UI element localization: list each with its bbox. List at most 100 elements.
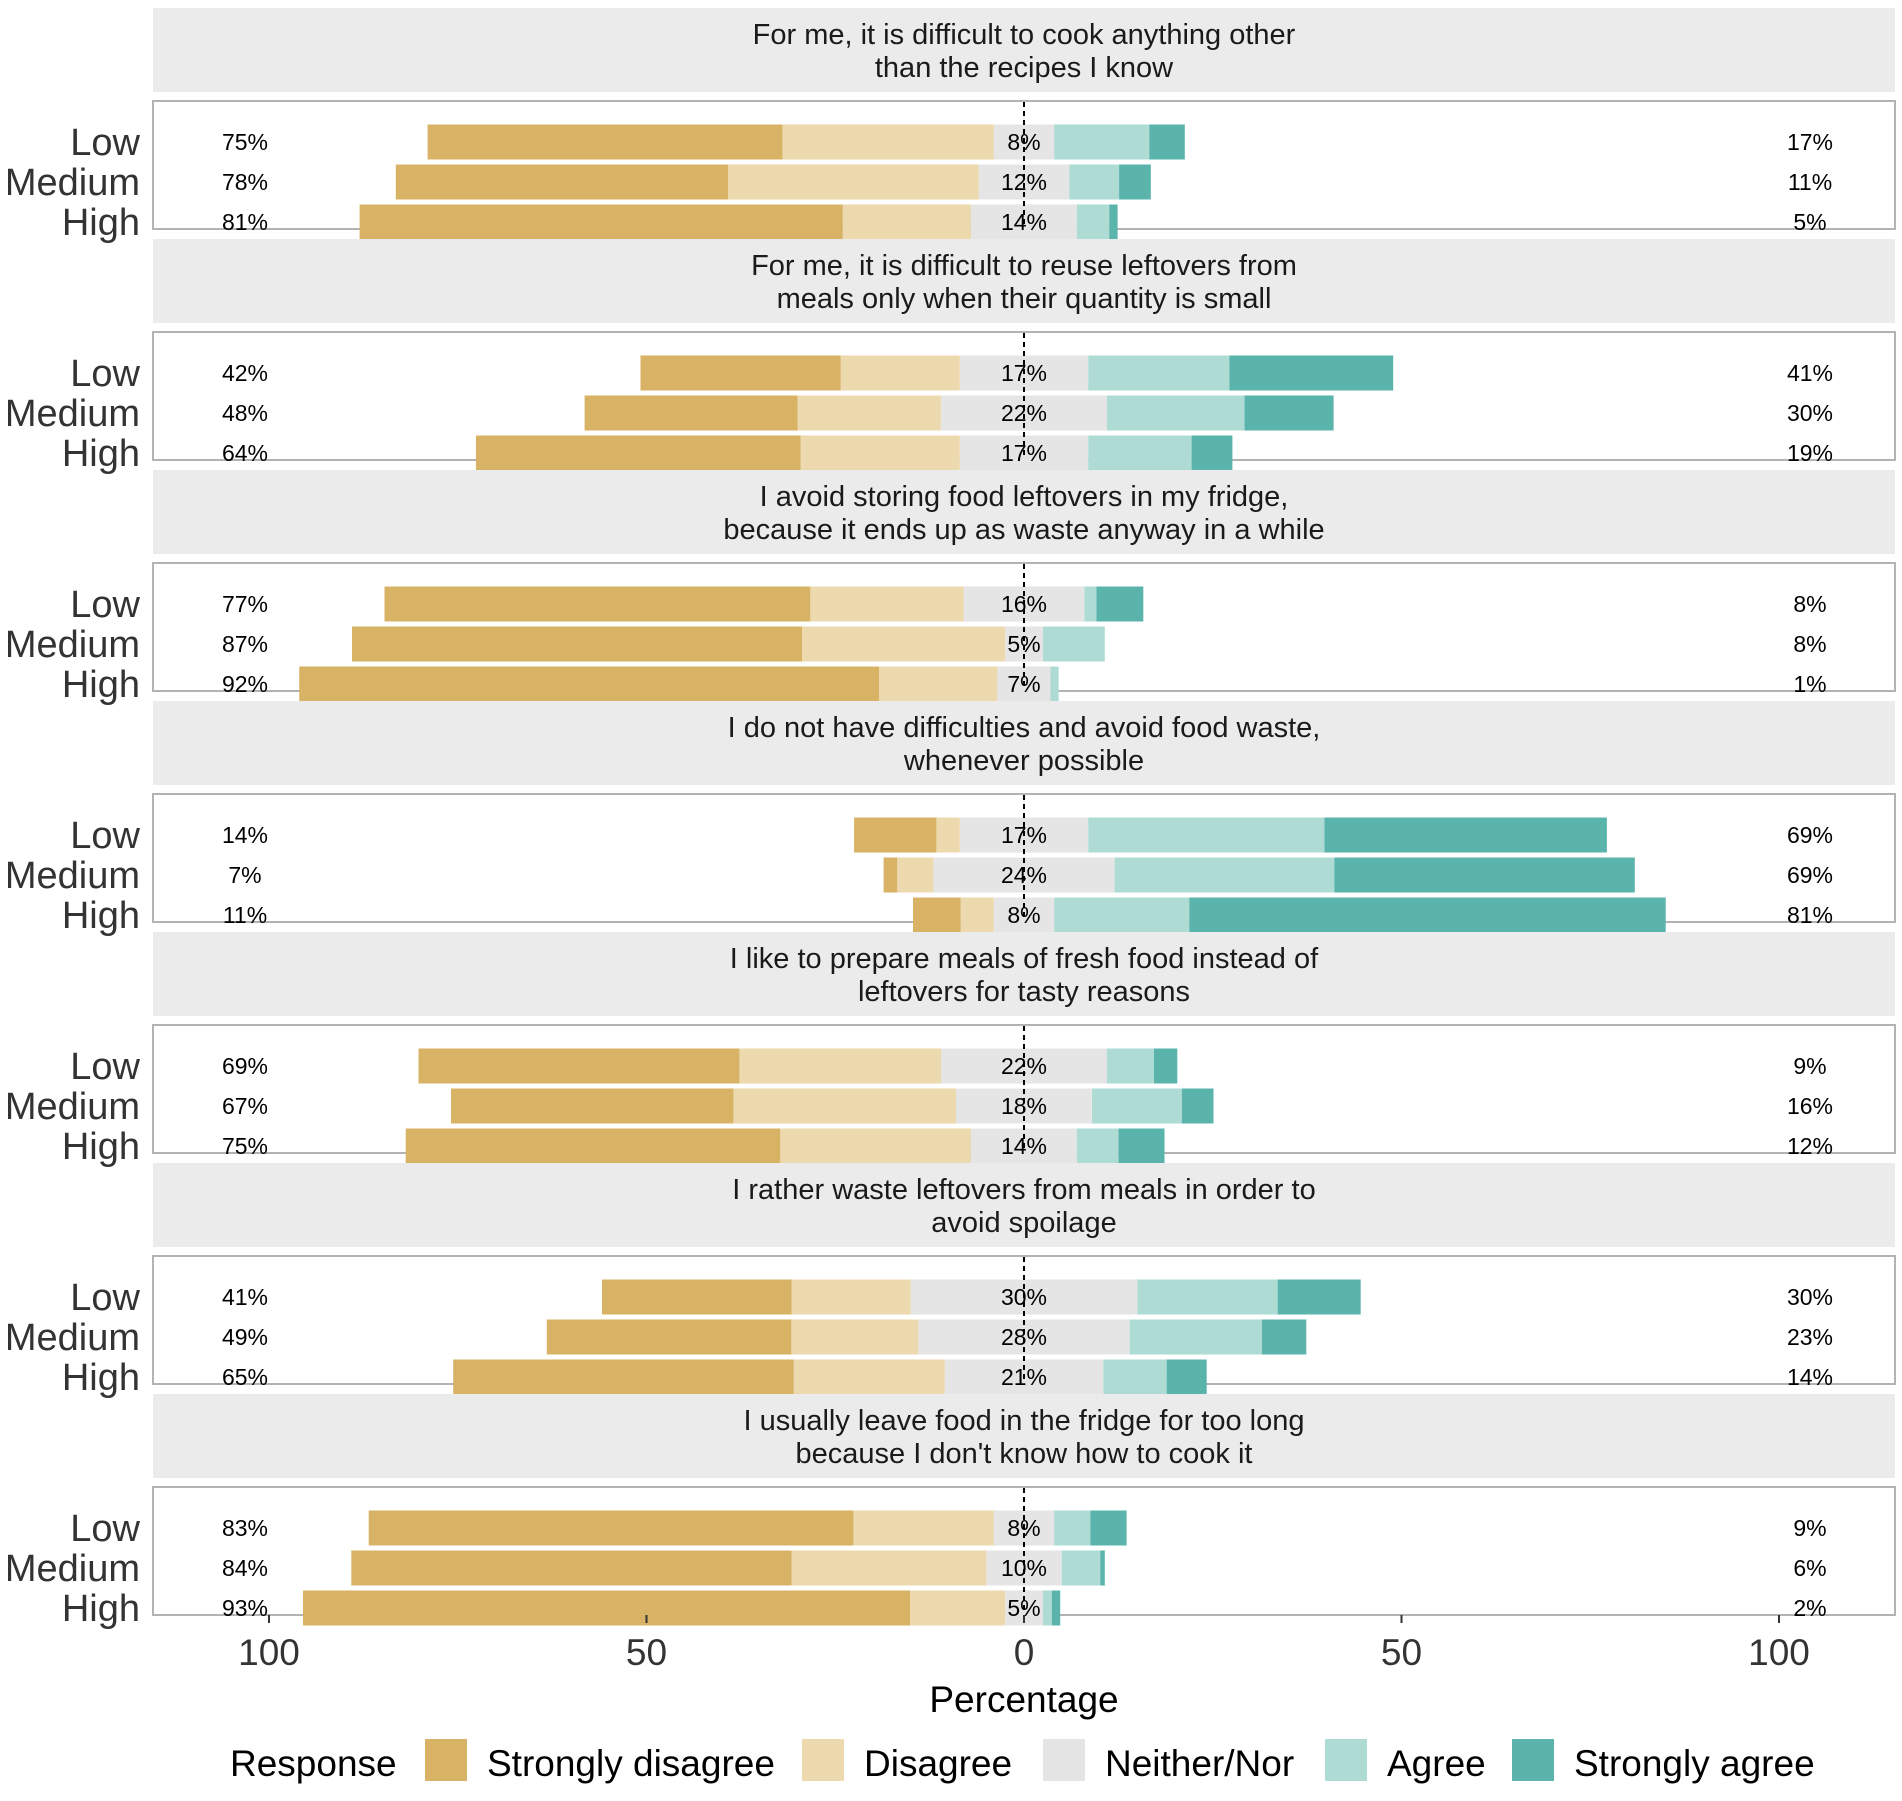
group-label: High [62, 895, 140, 937]
panel-strip [153, 239, 1895, 323]
right-percent-label: 16% [1787, 1093, 1833, 1119]
left-percent-label: 92% [222, 671, 268, 697]
right-percent-label: 41% [1787, 360, 1833, 386]
x-tick-label: 50 [1381, 1632, 1422, 1673]
bar-agree [1042, 1590, 1052, 1626]
bar-disagree [842, 204, 972, 240]
bar-strongly-agree [1149, 124, 1185, 160]
bar-disagree [810, 586, 964, 622]
neutral-percent-label: 28% [1001, 1324, 1047, 1350]
bar-disagree [782, 124, 994, 160]
panel-title-line: meals only when their quantity is small [777, 283, 1272, 315]
bar-agree [1061, 1550, 1101, 1586]
right-percent-label: 30% [1787, 1284, 1833, 1310]
bar-strongly-agree [1109, 204, 1118, 240]
bar-strongly-disagree [475, 435, 801, 471]
group-label: High [62, 1357, 140, 1399]
group-label: High [62, 664, 140, 706]
bar-disagree [728, 164, 979, 200]
neutral-percent-label: 12% [1001, 169, 1047, 195]
right-percent-label: 2% [1793, 1595, 1826, 1621]
left-percent-label: 87% [222, 631, 268, 657]
group-label: Low [70, 1046, 140, 1088]
group-label: Low [70, 122, 140, 164]
bar-agree [1076, 1128, 1119, 1164]
panels-layer: For me, it is difficult to cook anything… [5, 8, 1896, 1630]
bar-agree [1076, 204, 1110, 240]
group-label: High [62, 433, 140, 475]
left-percent-label: 49% [222, 1324, 268, 1350]
left-percent-label: 81% [222, 209, 268, 235]
left-percent-label: 93% [222, 1595, 268, 1621]
panel-strip [153, 932, 1895, 1016]
group-label: High [62, 202, 140, 244]
bar-strongly-disagree [299, 666, 879, 702]
bar-disagree [879, 666, 998, 702]
panel-7: I usually leave food in the fridge for t… [5, 1394, 1896, 1630]
panel-strip [153, 701, 1895, 785]
bar-disagree [797, 395, 941, 431]
panel-title-line: I avoid storing food leftovers in my fri… [760, 481, 1289, 513]
bar-strongly-agree [1191, 435, 1233, 471]
panel-title-line: because it ends up as waste anyway in a … [723, 514, 1324, 546]
right-percent-label: 14% [1787, 1364, 1833, 1390]
panel-title-line: leftovers for tasty reasons [858, 976, 1190, 1008]
group-label: Low [70, 815, 140, 857]
bar-strongly-disagree [451, 1088, 734, 1124]
bar-strongly-agree [1189, 897, 1666, 933]
bar-disagree [733, 1088, 956, 1124]
right-percent-label: 6% [1793, 1555, 1826, 1581]
bar-strongly-agree [1334, 857, 1635, 893]
bar-strongly-agree [1118, 1128, 1165, 1164]
panel-title-line: For me, it is difficult to cook anything… [753, 19, 1296, 51]
right-percent-label: 30% [1787, 400, 1833, 426]
bar-strongly-disagree [602, 1279, 792, 1315]
right-percent-label: 8% [1793, 591, 1826, 617]
left-percent-label: 64% [222, 440, 268, 466]
panel-strip [153, 1163, 1895, 1247]
right-percent-label: 9% [1793, 1053, 1826, 1079]
neutral-percent-label: 18% [1001, 1093, 1047, 1119]
bar-strongly-disagree [384, 586, 811, 622]
right-percent-label: 11% [1788, 169, 1832, 195]
bar-strongly-disagree [584, 395, 798, 431]
panel-title-line: I do not have difficulties and avoid foo… [728, 712, 1321, 744]
bar-strongly-agree [1277, 1279, 1361, 1315]
legend-label-strongly-disagree: Strongly disagree [487, 1743, 775, 1784]
right-percent-label: 1% [1793, 671, 1826, 697]
bar-agree [1129, 1319, 1262, 1355]
group-label: Medium [5, 1086, 140, 1128]
bar-agree [1137, 1279, 1278, 1315]
panel-2: For me, it is difficult to reuse leftove… [5, 239, 1896, 475]
bar-strongly-agree [1229, 355, 1394, 391]
bar-disagree [840, 355, 960, 391]
legend-label-neither-nor: Neither/Nor [1105, 1743, 1294, 1784]
neutral-percent-label: 22% [1001, 400, 1047, 426]
legend-swatch-disagree [802, 1739, 844, 1781]
x-axis: 100 50 0 50 100 Percentage [238, 1615, 1810, 1720]
panel-strip [153, 8, 1895, 92]
bar-disagree [739, 1048, 941, 1084]
bar-agree [1054, 897, 1190, 933]
panel-title-line: because I don't know how to cook it [796, 1438, 1253, 1470]
left-percent-label: 11% [223, 902, 267, 928]
panel-title-line: I rather waste leftovers from meals in o… [732, 1174, 1315, 1206]
panel-title-line: whenever possible [903, 745, 1144, 777]
bar-disagree [802, 626, 1006, 662]
right-percent-label: 81% [1787, 902, 1833, 928]
group-label: Low [70, 353, 140, 395]
bar-strongly-disagree [913, 897, 961, 933]
bar-agree [1054, 1510, 1091, 1546]
bar-agree [1107, 395, 1245, 431]
panel-1: For me, it is difficult to cook anything… [5, 8, 1896, 244]
left-percent-label: 41% [222, 1284, 268, 1310]
right-percent-label: 23% [1787, 1324, 1833, 1350]
left-percent-label: 14% [222, 822, 268, 848]
legend-swatch-strongly-disagree [425, 1739, 467, 1781]
group-label: Low [70, 1508, 140, 1550]
bar-strongly-disagree [359, 204, 843, 240]
neutral-percent-label: 5% [1007, 631, 1040, 657]
legend-swatch-agree [1325, 1739, 1367, 1781]
bar-agree [1114, 857, 1335, 893]
